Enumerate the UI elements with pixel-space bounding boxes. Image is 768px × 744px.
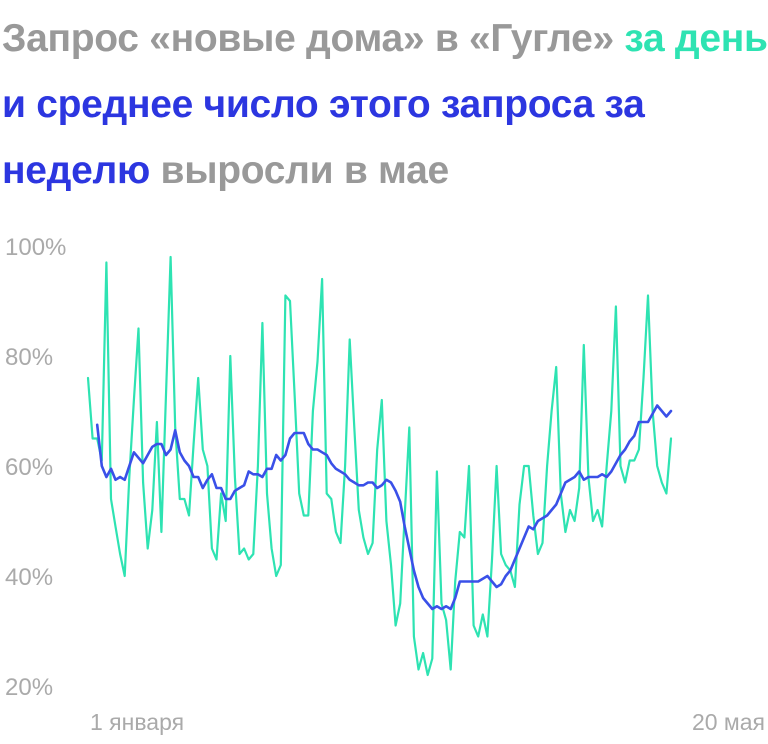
x-tick-label: 20 мая xyxy=(692,709,765,735)
series-line-weekly xyxy=(95,404,673,611)
title-part-may: выросли в мае xyxy=(160,149,450,192)
series-line-daily xyxy=(86,255,673,677)
title-part-daily: за день xyxy=(624,17,768,60)
x-axis: 1 января 20 мая xyxy=(90,709,765,735)
y-tick-label: 80% xyxy=(5,344,53,371)
y-tick-label: 40% xyxy=(5,564,53,591)
y-axis: 100% 80% 60% 40% 20% xyxy=(5,234,66,701)
x-tick-label: 1 января xyxy=(90,709,184,735)
plot-area xyxy=(86,255,673,677)
y-tick-label: 60% xyxy=(5,454,53,481)
chart-title: Запрос «новые дома» в «Гугле» за день и … xyxy=(2,6,768,204)
title-part-weekly: и среднее число этого запроса за неделю xyxy=(2,83,645,192)
title-part-query: Запрос «новые дома» в «Гугле» xyxy=(2,17,614,60)
y-tick-label: 20% xyxy=(5,674,53,701)
y-tick-label: 100% xyxy=(5,234,66,261)
